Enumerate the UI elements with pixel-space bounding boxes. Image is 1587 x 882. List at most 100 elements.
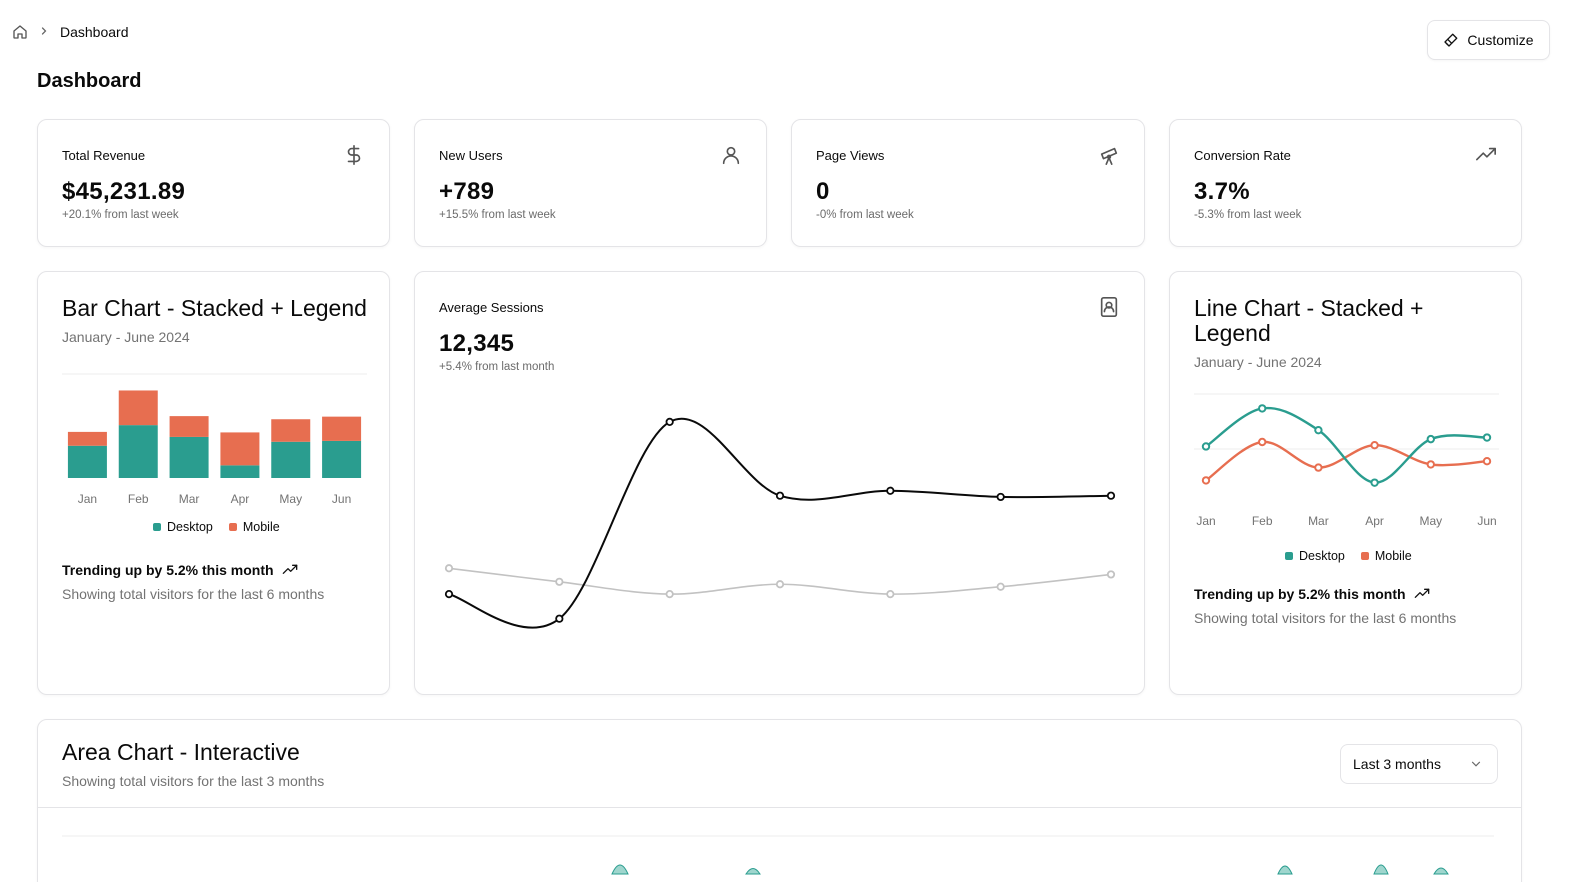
chevron-down-icon [1469,757,1483,771]
stat-subtext: +5.4% from last month [439,361,555,373]
data-point-desktop [1314,425,1323,435]
home-icon[interactable] [12,24,28,40]
x-tick-label: May [279,492,302,506]
legend-label: Desktop [1299,549,1345,563]
trending-up-icon [1475,144,1497,166]
legend-item-desktop: Desktop [1285,549,1345,563]
stat-value: $45,231.89 [62,178,186,205]
bar-mobile [67,431,107,446]
data-point-desktop [1426,434,1435,444]
trend-text: Trending up by 5.2% this month [62,562,298,578]
chart-title-text: Area Chart - Interactive [62,739,300,765]
data-point-mobile [1201,476,1211,485]
bar-desktop [220,465,260,478]
data-point-desktop [1258,404,1267,413]
chevron-right-icon [38,25,50,40]
range-select[interactable]: Last 3 months [1340,744,1498,784]
x-tick-label: Jan [78,492,97,506]
trend-subtext: Showing total visitors for the last 6 mo… [62,586,325,602]
line-legend: Desktop Mobile [1285,549,1412,563]
bar-mobile [271,419,311,442]
bar-desktop [169,436,209,478]
contact-book-icon [1098,296,1120,318]
bar-mobile [322,416,362,441]
data-point-desktop [1482,433,1492,442]
data-point-desktop [1201,442,1211,451]
stat-subtext: -5.3% from last week [1194,209,1302,221]
x-tick-label: Apr [1365,514,1384,528]
area-peak [1433,867,1449,875]
stat-card-revenue: Total Revenue $45,231.89 +20.1% from las… [37,119,390,247]
line-chart: Jan Feb Mar Apr May Jun [1194,393,1499,528]
telescope-icon [1098,144,1120,166]
breadcrumb-current[interactable]: Dashboard [60,24,129,40]
trend-subtext: Showing total visitors for the last 6 mo… [1194,610,1457,626]
series-line-desktop [1205,406,1488,484]
area-peak [1373,864,1389,875]
breadcrumb: Dashboard [12,24,129,40]
chart-title: Bar Chart - Stacked + Legend January - J… [62,296,367,350]
stat-subtext: +15.5% from last week [439,209,556,221]
legend-item-desktop: Desktop [153,520,213,534]
x-tick-label: Feb [1252,514,1273,528]
user-icon [720,144,742,166]
data-point-previous [444,564,454,573]
area-peak [1277,865,1293,875]
brush-icon [1443,32,1459,48]
data-point-current [1106,491,1116,500]
chart-title-text: Line Chart - Stacked + Legend [1194,295,1424,346]
area-peak [745,868,761,875]
legend-item-mobile: Mobile [1360,549,1412,563]
legend-swatch-desktop [1285,552,1293,560]
x-tick-label: Feb [128,492,149,506]
data-point-current [555,614,564,623]
trend-label: Trending up by 5.2% this month [1194,586,1406,602]
line-chart-card: Line Chart - Stacked + Legend January - … [1169,271,1522,695]
x-tick-label: Jun [1477,514,1496,528]
range-select-value: Last 3 months [1353,756,1441,772]
data-point-previous [886,589,895,599]
stat-value: 3.7% [1194,178,1250,205]
data-point-mobile [1426,460,1435,469]
x-tick-label: May [1419,514,1442,528]
bar-chart-card: Bar Chart - Stacked + Legend January - J… [37,271,390,695]
stat-title: Page Views [816,148,885,163]
chart-description: January - June 2024 [1194,354,1322,370]
top-bar: Dashboard Customize [0,0,1587,70]
trend-text: Trending up by 5.2% this month [1194,586,1430,602]
bar-desktop [271,441,311,478]
area-chart [62,835,1494,875]
sessions-card: Average Sessions 12,345 +5.4% from last … [414,271,1145,695]
x-tick-label: Jun [332,492,351,506]
stat-value: 0 [816,178,830,205]
chart-title: Area Chart - Interactive Showing total v… [62,740,324,794]
data-point-current [775,491,785,500]
data-point-previous [775,580,785,589]
bar-mobile [220,432,260,466]
legend-label: Desktop [167,520,213,534]
data-point-mobile [1258,437,1267,447]
trend-label: Trending up by 5.2% this month [62,562,274,578]
bar-desktop [118,425,158,478]
legend-swatch-mobile [1360,552,1369,560]
customize-button[interactable]: Customize [1427,20,1550,60]
stat-card-pageviews: Page Views 0 -0% from last week [791,119,1145,247]
stat-subtext: +20.1% from last week [62,209,179,221]
chart-title-text: Bar Chart - Stacked + Legend [62,295,367,321]
area-chart-card: Area Chart - Interactive Showing total v… [37,719,1522,882]
data-point-current [444,589,454,599]
data-point-mobile [1482,457,1492,466]
x-tick-label: Mar [1308,514,1329,528]
x-tick-label: Apr [231,492,250,506]
data-point-mobile [1370,441,1379,450]
data-point-previous [996,582,1005,591]
page-title: Dashboard [37,70,142,92]
dollar-icon [343,144,365,166]
stat-subtext: -0% from last week [816,209,914,221]
bar-desktop [67,445,107,478]
legend-label: Mobile [1374,549,1412,563]
stat-card-users: New Users +789 +15.5% from last week [414,119,767,247]
stat-title: New Users [439,148,503,163]
stat-title: Total Revenue [62,148,146,163]
bar-mobile [118,390,158,426]
